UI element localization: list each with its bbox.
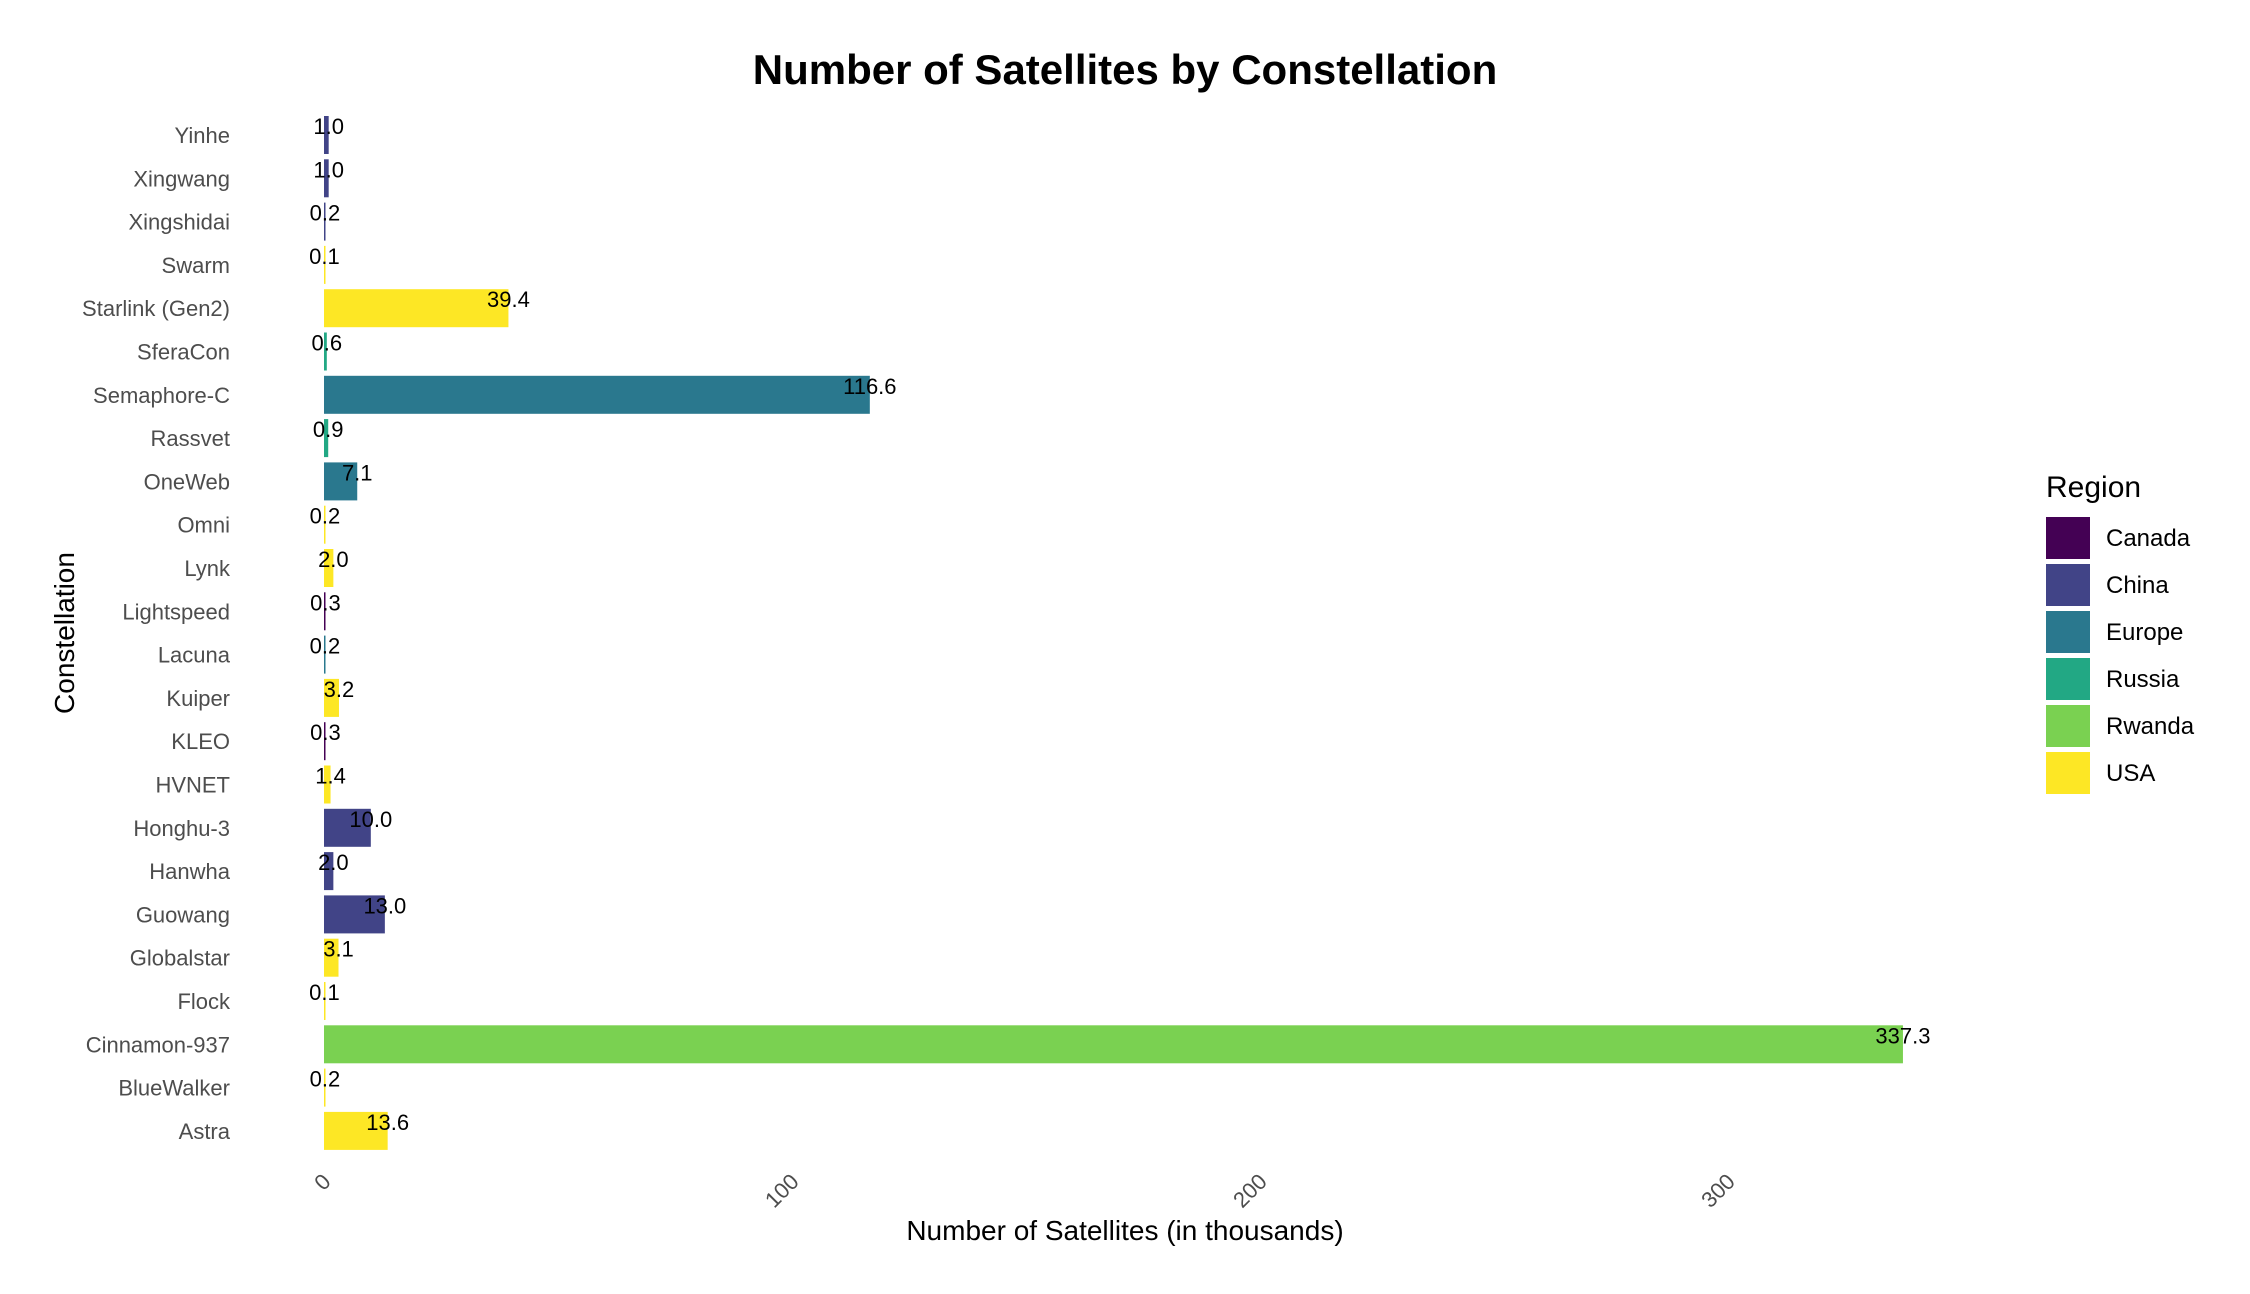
data-label-hvnet: 1.4 xyxy=(315,764,346,789)
data-label-hanwha: 2.0 xyxy=(318,850,349,875)
data-label-swarm: 0.1 xyxy=(309,244,340,269)
data-label-cinnamon-937: 337.3 xyxy=(1875,1023,1930,1048)
x-tick-label-0: 0 xyxy=(309,1169,335,1195)
bar-oneweb xyxy=(324,462,358,501)
data-label-globalstar: 3.1 xyxy=(323,937,354,962)
bar-yinhe xyxy=(324,116,329,154)
bar-starlink-gen2 xyxy=(324,289,509,328)
legend-label-rwanda: Rwanda xyxy=(2106,713,2195,740)
category-label-kleo: KLEO xyxy=(171,729,230,754)
legend-swatch-europe xyxy=(2046,611,2090,653)
bar-lightspeed xyxy=(324,592,326,631)
category-label-lynk: Lynk xyxy=(184,556,231,581)
data-label-kleo: 0.3 xyxy=(310,720,341,745)
legend-title: Region xyxy=(2046,471,2141,504)
x-tick-label-200: 200 xyxy=(1228,1169,1272,1213)
legend-label-europe: Europe xyxy=(2106,619,2183,646)
legend-swatch-china xyxy=(2046,564,2090,606)
category-label-kuiper: Kuiper xyxy=(166,686,230,711)
bar-sferacon xyxy=(324,332,327,371)
data-label-honghu-3: 10.0 xyxy=(349,807,392,832)
bar-semaphore-c xyxy=(324,375,870,414)
category-label-oneweb: OneWeb xyxy=(144,469,230,494)
data-label-omni: 0.2 xyxy=(310,504,341,529)
bar-globalstar xyxy=(324,938,339,977)
data-label-bluewalker: 0.2 xyxy=(310,1067,341,1092)
bar-hanwha xyxy=(324,852,334,891)
category-label-lightspeed: Lightspeed xyxy=(122,599,230,624)
category-label-lacuna: Lacuna xyxy=(158,643,231,668)
data-label-lightspeed: 0.3 xyxy=(310,590,341,615)
legend: Region Canada China Europe Russia Rwanda USA xyxy=(2046,471,2195,794)
category-label-hanwha: Hanwha xyxy=(149,859,230,884)
bar-kleo xyxy=(324,722,326,761)
legend-label-usa: USA xyxy=(2106,760,2155,787)
data-label-rassvet: 0.9 xyxy=(313,417,344,442)
bar-kuiper xyxy=(324,678,339,717)
x-tick-labels-group: 0 100 200 300 xyxy=(309,1169,1740,1213)
data-label-starlink-gen2: 39.4 xyxy=(487,287,530,312)
category-label-sferacon: SferaCon xyxy=(137,340,230,365)
category-label-semaphore-c: Semaphore-C xyxy=(93,383,230,408)
bar-cinnamon-937 xyxy=(324,1025,1903,1064)
bar-astra xyxy=(324,1111,388,1150)
data-label-sferacon: 0.6 xyxy=(312,331,343,356)
category-label-globalstar: Globalstar xyxy=(130,946,230,971)
bars-group xyxy=(324,116,1903,1150)
category-label-yinhe: Yinhe xyxy=(175,123,230,148)
data-label-xingshidai: 0.2 xyxy=(310,201,341,226)
data-label-lynk: 2.0 xyxy=(318,547,349,572)
data-label-xingwang: 1.0 xyxy=(313,157,344,182)
data-label-astra: 13.6 xyxy=(366,1110,409,1135)
bar-lynk xyxy=(324,549,334,587)
category-label-honghu-3: Honghu-3 xyxy=(133,816,230,841)
y-axis-title: Constellation xyxy=(49,552,80,714)
bar-guowang xyxy=(324,895,385,934)
category-label-rassvet: Rassvet xyxy=(151,426,230,451)
bar-lacuna xyxy=(324,635,326,674)
legend-swatch-usa xyxy=(2046,752,2090,794)
bar-xingwang xyxy=(324,159,329,198)
category-labels-group: Yinhe Xingwang Xingshidai Swarm Starlink (Ge… xyxy=(82,123,231,1144)
data-label-semaphore-c: 116.6 xyxy=(843,374,896,399)
data-label-guowang: 13.0 xyxy=(363,893,406,918)
legend-swatch-russia xyxy=(2046,658,2090,700)
data-label-flock: 0.1 xyxy=(309,980,340,1005)
bar-rassvet xyxy=(324,419,329,458)
legend-label-canada: Canada xyxy=(2106,525,2191,552)
x-tick-label-100: 100 xyxy=(760,1169,804,1213)
bar-flock xyxy=(324,982,326,1020)
bar-hvnet xyxy=(324,765,331,804)
category-label-flock: Flock xyxy=(177,989,231,1014)
category-label-xingshidai: Xingshidai xyxy=(128,210,230,235)
category-label-guowang: Guowang xyxy=(136,902,230,927)
bar-bluewalker xyxy=(324,1068,326,1107)
x-axis-title: Number of Satellites (in thousands) xyxy=(906,1215,1343,1246)
chart-title: Number of Satellites by Constellation xyxy=(753,46,1497,93)
data-labels-group: 1.01.00.20.139.40.6116.60.97.10.22.00.30… xyxy=(309,114,1930,1135)
legend-swatch-canada xyxy=(2046,517,2090,559)
category-label-astra: Astra xyxy=(179,1119,231,1144)
x-tick-label-300: 300 xyxy=(1696,1169,1740,1213)
bar-omni xyxy=(324,505,326,544)
legend-swatch-rwanda xyxy=(2046,705,2090,747)
data-label-lacuna: 0.2 xyxy=(310,634,341,659)
data-label-kuiper: 3.2 xyxy=(324,677,355,702)
bar-honghu-3 xyxy=(324,808,371,847)
data-label-yinhe: 1.0 xyxy=(313,114,344,139)
category-label-xingwang: Xingwang xyxy=(133,166,230,191)
category-label-hvnet: HVNET xyxy=(155,773,230,798)
bar-xingshidai xyxy=(324,202,326,241)
data-label-oneweb: 7.1 xyxy=(342,460,373,485)
legend-label-russia: Russia xyxy=(2106,666,2180,693)
category-label-omni: Omni xyxy=(177,513,230,538)
category-label-swarm: Swarm xyxy=(162,253,230,278)
category-label-bluewalker: BlueWalker xyxy=(118,1076,230,1101)
bar-swarm xyxy=(324,245,326,284)
legend-label-china: China xyxy=(2106,572,2169,599)
category-label-starlink-gen2: Starlink (Gen2) xyxy=(82,296,230,321)
category-label-cinnamon-937: Cinnamon-937 xyxy=(86,1032,230,1057)
